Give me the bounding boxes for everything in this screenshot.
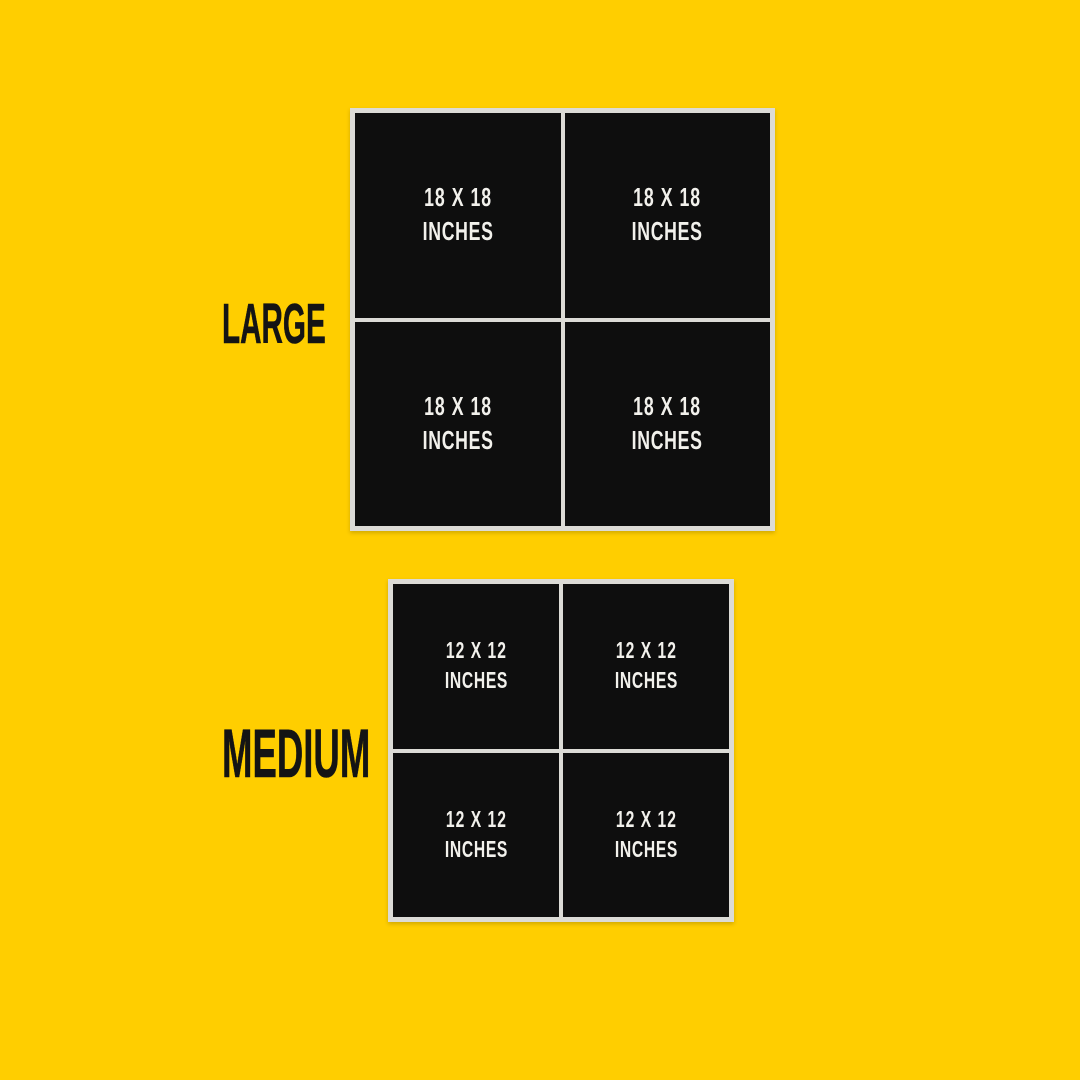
cell-unit: INCHES [614, 835, 678, 862]
cell-dimensions: 18 X 18 [633, 182, 702, 213]
grid-cell-large-bottom-right: 18 X 18 INCHES [564, 321, 770, 526]
grid-cell-large-bottom-left: 18 X 18 INCHES [355, 321, 561, 526]
grid-cell-medium-bottom-right: 12 X 12 INCHES [563, 752, 729, 917]
cell-unit: INCHES [614, 667, 678, 694]
cell-dimensions: 18 X 18 [633, 390, 702, 421]
size-label-medium: MEDIUM [222, 715, 371, 792]
cell-text: 12 X 12 INCHES [614, 636, 677, 696]
cell-unit: INCHES [631, 216, 703, 247]
cell-dimensions: 12 X 12 [615, 637, 677, 664]
cell-dimensions: 12 X 12 [445, 637, 507, 664]
size-grid-medium: 12 X 12 INCHES 12 X 12 INCHES 12 X 12 IN… [388, 579, 734, 922]
grid-cell-large-top-left: 18 X 18 INCHES [355, 113, 561, 318]
size-grid-large: 18 X 18 INCHES 18 X 18 INCHES 18 X 18 IN… [350, 108, 775, 531]
cell-text: 18 X 18 INCHES [632, 390, 703, 458]
grid-cell-large-top-right: 18 X 18 INCHES [564, 113, 770, 318]
cell-unit: INCHES [422, 424, 494, 455]
cell-unit: INCHES [631, 424, 703, 455]
grid-cell-medium-bottom-left: 12 X 12 INCHES [393, 752, 559, 917]
size-label-large: LARGE [222, 292, 326, 356]
cell-text: 12 X 12 INCHES [614, 805, 677, 865]
cell-text: 12 X 12 INCHES [444, 805, 507, 865]
cell-dimensions: 12 X 12 [445, 805, 507, 832]
cell-dimensions: 18 X 18 [423, 182, 492, 213]
cell-dimensions: 18 X 18 [423, 390, 492, 421]
cell-text: 12 X 12 INCHES [444, 636, 507, 696]
cell-unit: INCHES [444, 835, 508, 862]
cell-text: 18 X 18 INCHES [422, 181, 493, 249]
cell-unit: INCHES [422, 216, 494, 247]
grid-cell-medium-top-left: 12 X 12 INCHES [393, 584, 559, 749]
cell-text: 18 X 18 INCHES [422, 390, 493, 458]
grid-cell-medium-top-right: 12 X 12 INCHES [563, 584, 729, 749]
cell-unit: INCHES [444, 667, 508, 694]
cell-dimensions: 12 X 12 [615, 805, 677, 832]
cell-text: 18 X 18 INCHES [632, 181, 703, 249]
